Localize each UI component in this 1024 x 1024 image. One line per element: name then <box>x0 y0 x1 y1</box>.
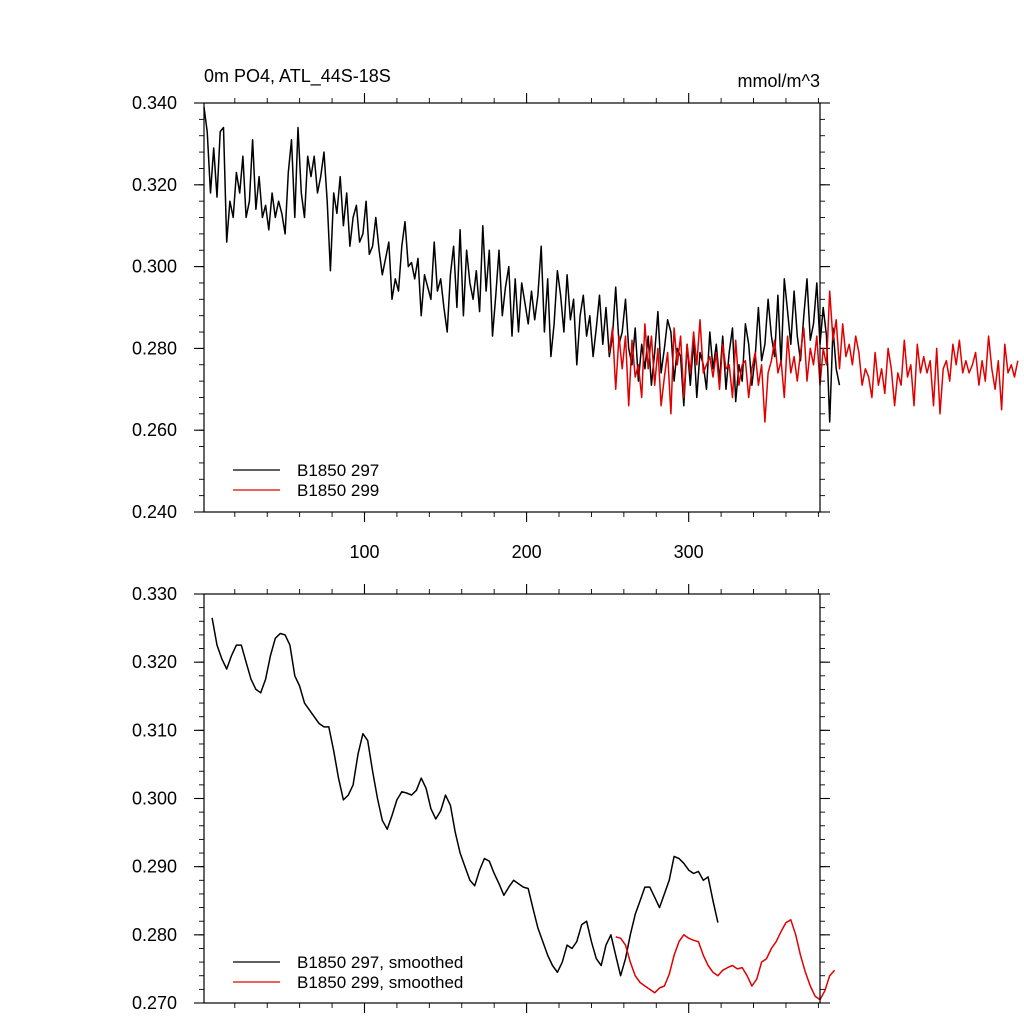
bottom-panel: 0.270 0.280 0.290 0.300 0.310 0.320 0.330 B185… <box>132 584 836 1013</box>
legend-label-b1850-299: B1850 299 <box>297 481 379 500</box>
y-tick-label: 0.310 <box>132 720 177 740</box>
y-tick-label: 0.290 <box>132 857 177 877</box>
units-label: mmol/m^3 <box>738 71 820 91</box>
y-tick-label: 0.280 <box>132 925 177 945</box>
bottom-legend: B1850 297, smoothed B1850 299, smoothed <box>233 953 463 992</box>
y-tick-label: 0.300 <box>132 257 177 277</box>
legend-label-b1850-297-smoothed: B1850 297, smoothed <box>297 953 463 972</box>
y-tick-label: 0.300 <box>132 789 177 809</box>
top-series-lines <box>203 107 1019 423</box>
y-tick-label: 0.320 <box>132 175 177 195</box>
x-tick-label: 300 <box>674 542 704 562</box>
y-tick-label: 0.340 <box>132 93 177 113</box>
series-line-b1850-299 <box>608 290 1019 423</box>
bottom-series-lines <box>211 617 836 1001</box>
top-panel: 0m PO4, ATL_44S-18S mmol/m^3 0.2400.2600… <box>132 66 1019 562</box>
legend-label-b1850-299-smoothed: B1850 299, smoothed <box>297 973 463 992</box>
bottom-plot-frame <box>203 593 821 1004</box>
series-line-b1850-297-smoothed <box>211 617 719 977</box>
y-tick-label: 0.320 <box>132 652 177 672</box>
top-axis-ticks: 0.240 0.260 0.280 0.300 0.320 0.340 100 200 300 <box>132 93 830 562</box>
y-tick-label: 0.270 <box>132 993 177 1013</box>
y-tick-label: 0.240 <box>132 502 177 522</box>
bottom-axis-ticks: 0.270 0.280 0.290 0.300 0.310 0.320 0.330 <box>132 584 830 1013</box>
top-legend: B1850 297 B1850 299 <box>233 461 379 500</box>
legend-label-b1850-297: B1850 297 <box>297 461 379 480</box>
y-tick-label: 0.280 <box>132 338 177 358</box>
series-line-b1850-297 <box>203 107 841 423</box>
x-tick-label: 100 <box>349 542 379 562</box>
series-line-b1850-299-smoothed <box>615 919 836 1001</box>
top-chart-title: 0m PO4, ATL_44S-18S <box>204 66 391 87</box>
y-tick-label: 0.260 <box>132 420 177 440</box>
y-tick-label: 0.330 <box>132 584 177 604</box>
top-plot-frame <box>203 102 821 513</box>
x-tick-label: 200 <box>512 542 542 562</box>
